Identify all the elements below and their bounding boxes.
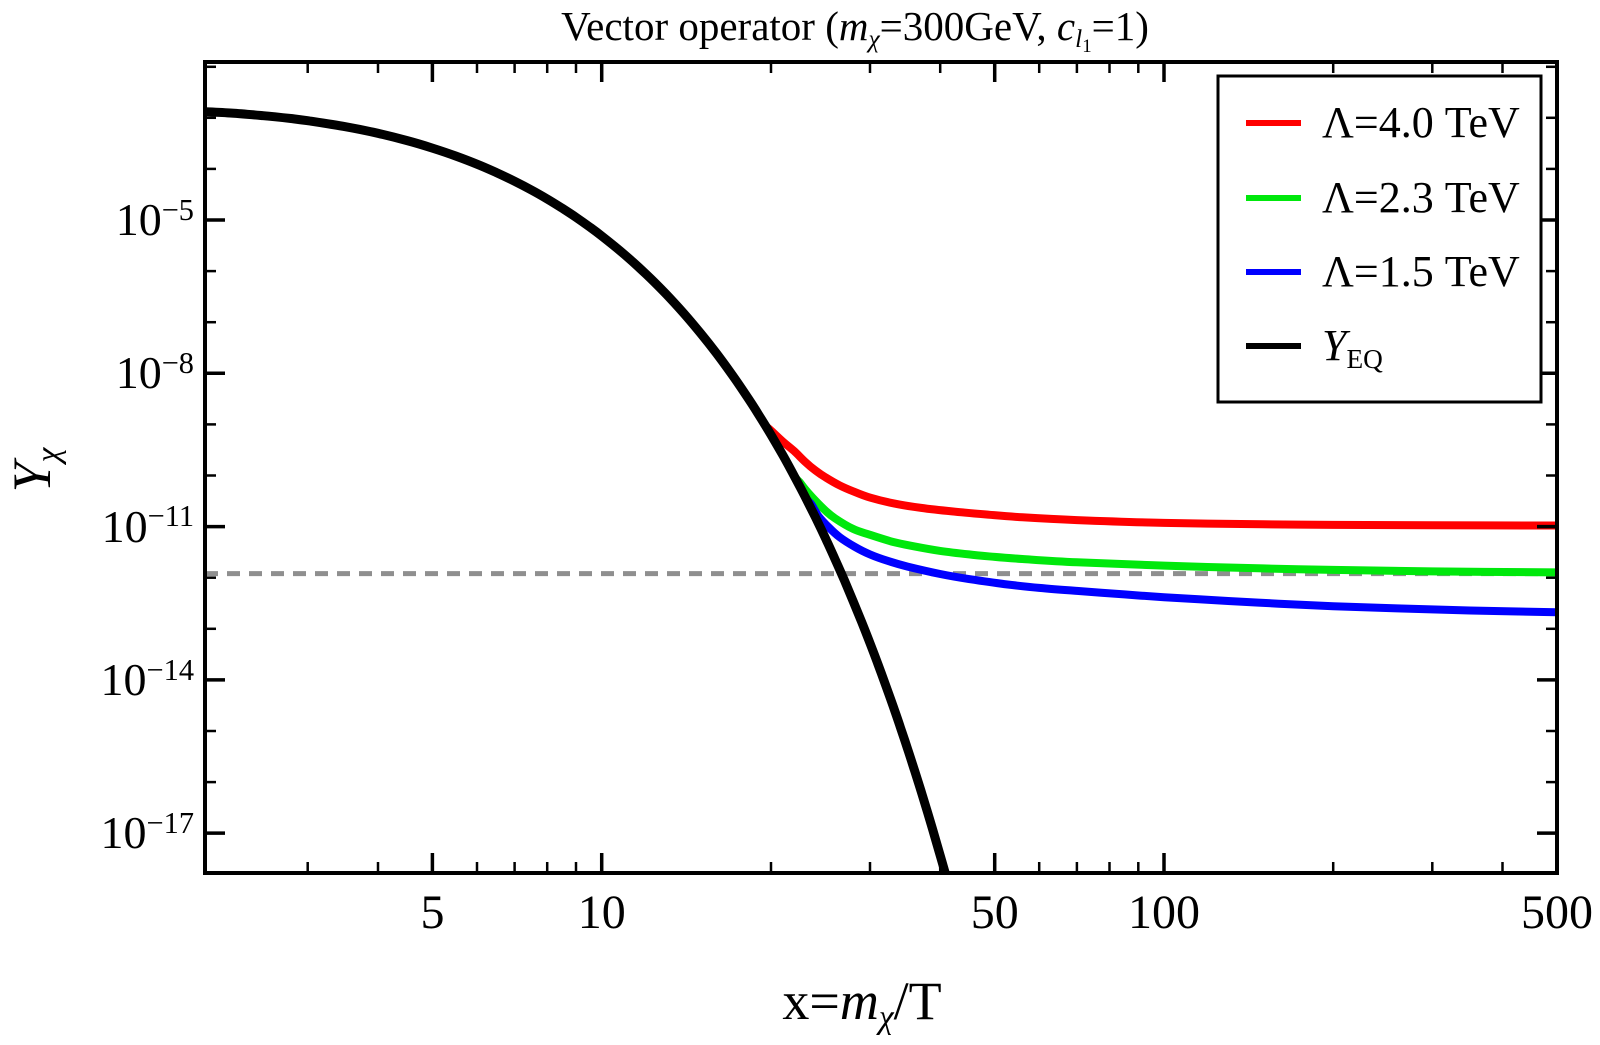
y-axis-label: Yχ [0,370,68,570]
y-tick-base: 10 [100,807,147,859]
y-tick-label-1e-17: 10−17 [28,803,194,863]
text-part: 1 [1082,35,1092,57]
y-tick-base: 10 [100,653,147,705]
y-tick-exponent: −11 [147,499,194,534]
y-tick-label-1e-5: 10−5 [28,190,194,250]
y-tick-base: 10 [115,347,162,399]
text-part: χ [30,447,68,463]
x-tick-label-5: 5 [420,886,445,939]
text-part: m [839,971,879,1031]
text-part: χ [878,999,894,1037]
text-part: /T [893,971,942,1031]
text-part: Λ=2.3 TeV [1322,173,1520,222]
x-tick-label-10: 10 [577,886,626,939]
y-tick-exponent: −14 [146,652,194,687]
legend-label-lambda-4.0: Λ=4.0 TeV [1322,95,1532,151]
text-part: Λ=4.0 TeV [1322,98,1520,147]
plot-frame [203,60,1559,875]
x-axis-label: x=mχ/T [612,965,1112,1037]
text-part: =1) [1091,3,1149,49]
y-tick-exponent: −17 [146,805,194,840]
legend-label-yeq: YEQ [1322,318,1532,374]
legend-label-lambda-1.5: Λ=1.5 TeV [1322,244,1532,300]
x-tick-label-100: 100 [1127,886,1200,939]
legend-label-lambda-2.3: Λ=2.3 TeV [1322,170,1532,226]
text-part: EQ [1346,343,1383,374]
chart-title: Vector operator (mχ=300GeV, cl1=1) [205,0,1505,57]
text-part: c [1056,3,1076,49]
y-tick-label-1e-11: 10−11 [28,497,194,557]
y-tick-base: 10 [115,194,162,246]
y-tick-label-1e-8: 10−8 [28,343,194,403]
y-tick-exponent: −8 [161,346,194,381]
text-part: Vector operator ( [561,3,839,49]
text-part: Λ=1.5 TeV [1322,247,1520,296]
text-part: l [1075,25,1083,54]
text-part: Y [2,462,62,493]
y-tick-base: 10 [101,500,148,552]
text-part: χ [868,25,880,54]
text-part: x= [782,971,840,1031]
text-part: =300GeV, [879,3,1057,49]
y-tick-exponent: −5 [161,192,194,227]
y-tick-label-1e-14: 10−14 [28,650,194,710]
curves-group [205,107,1557,873]
text-part: Y [1322,321,1347,370]
curve-yeq [205,107,950,873]
text-part: m [838,3,869,49]
x-tick-label-50: 50 [970,886,1019,939]
x-tick-label-500: 500 [1521,886,1593,939]
